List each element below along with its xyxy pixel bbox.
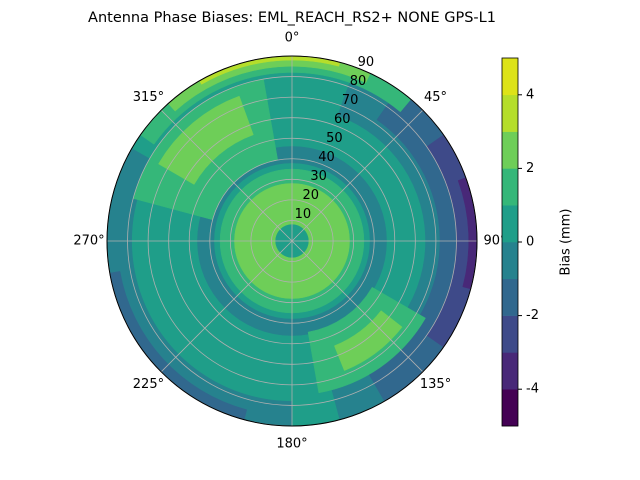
angular-grid-line bbox=[291, 240, 424, 373]
polar-frame bbox=[106, 55, 478, 427]
colorbar-tick-label: -4 bbox=[526, 382, 539, 397]
radial-tick-label: 70 bbox=[342, 93, 359, 108]
colorbar-band bbox=[502, 131, 518, 169]
contour-region bbox=[158, 95, 254, 185]
angular-grid-line bbox=[160, 109, 293, 242]
colorbar-band bbox=[502, 315, 518, 353]
radial-tick-label: 80 bbox=[350, 74, 367, 89]
angular-tick-label: 90° bbox=[483, 234, 506, 249]
colorbar-band bbox=[502, 58, 518, 96]
angular-grid-line bbox=[291, 109, 424, 242]
colorbar-band bbox=[502, 352, 518, 390]
angular-tick-label: 0° bbox=[285, 31, 300, 46]
radial-tick-label: 60 bbox=[334, 112, 351, 127]
colorbar-tick-label: 0 bbox=[526, 235, 534, 250]
angular-tick-label: 45° bbox=[424, 90, 447, 105]
radial-tick-label: 10 bbox=[295, 207, 312, 222]
angular-tick-label: 135° bbox=[420, 377, 451, 392]
colorbar-band bbox=[502, 168, 518, 206]
radial-tick-label: 20 bbox=[303, 188, 320, 203]
radial-tick-label: 30 bbox=[310, 169, 327, 184]
colorbar-band bbox=[502, 94, 518, 132]
angular-tick-label: 225° bbox=[133, 377, 164, 392]
angular-grid-line bbox=[160, 240, 293, 373]
radial-tick-label: 50 bbox=[326, 131, 343, 146]
colorbar-band bbox=[502, 205, 518, 243]
radial-tick-label: 40 bbox=[318, 150, 335, 165]
angular-tick-label: 180° bbox=[276, 437, 307, 452]
colorbar-tick-label: -2 bbox=[526, 308, 539, 323]
chart-title: Antenna Phase Biases: EML_REACH_RS2+ NON… bbox=[88, 10, 496, 26]
contour-region bbox=[334, 310, 403, 371]
colorbar-tick-label: 4 bbox=[526, 87, 534, 102]
colorbar-band bbox=[502, 242, 518, 280]
colorbar-tick-label: 2 bbox=[526, 161, 534, 176]
colorbar-band bbox=[502, 389, 518, 427]
radial-tick-label: 90 bbox=[358, 55, 375, 70]
colorbar-band bbox=[502, 278, 518, 316]
angular-tick-label: 270° bbox=[73, 234, 104, 249]
angular-tick-label: 315° bbox=[133, 90, 164, 105]
colorbar-label: Bias (mm) bbox=[559, 209, 574, 276]
